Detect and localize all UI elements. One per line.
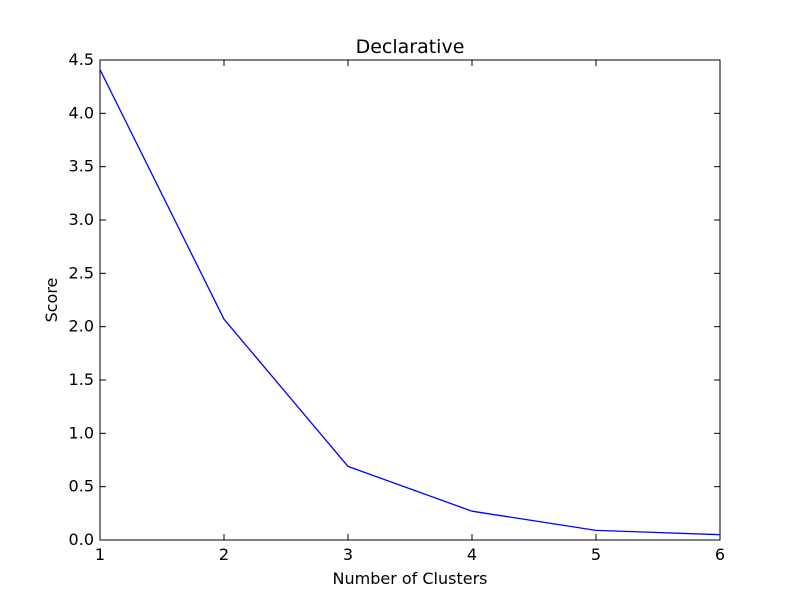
series-line-0 — [99, 69, 721, 536]
y-tick-label: 3.0 — [69, 210, 94, 229]
y-tick-label: 4.5 — [69, 50, 94, 69]
x-axis-label: Number of Clusters — [333, 569, 488, 588]
y-tick-label: 3.5 — [69, 157, 94, 176]
x-tick-label: 4 — [467, 545, 477, 564]
y-tick-label: 2.0 — [69, 317, 94, 336]
y-tick-label: 1.5 — [69, 370, 94, 389]
x-tick-label: 6 — [715, 545, 725, 564]
chart-title: Declarative — [356, 36, 465, 58]
x-tick-label: 5 — [591, 545, 601, 564]
y-tick-label: 0.0 — [69, 530, 94, 549]
x-tick-label: 2 — [219, 545, 229, 564]
plot-frame — [99, 59, 721, 541]
y-tick-label: 4.0 — [69, 103, 94, 122]
plot-area: 1 2 3 4 5 6 0.0 0.5 1.0 1.5 2.0 2.5 3.0 3.5 4.0 4.5 — [69, 50, 726, 564]
y-tick-label: 2.5 — [69, 263, 94, 282]
y-tick-label: 1.0 — [69, 423, 94, 442]
y-axis-label: Score — [42, 278, 61, 323]
x-tick-label: 3 — [343, 545, 353, 564]
y-tick-label: 0.5 — [69, 477, 94, 496]
x-tick-label: 1 — [95, 545, 105, 564]
